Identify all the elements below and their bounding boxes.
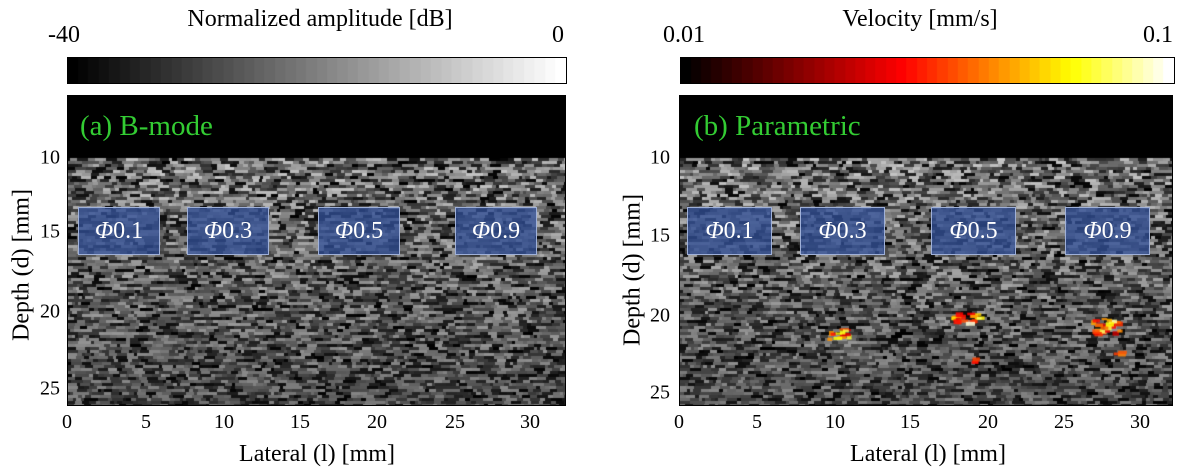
colorbar-min-label: 0.01 [663,22,705,48]
panel-b-mode: Normalized amplitude [dB] -40 0 (a) B-mo… [8,6,567,467]
y-axis-label: Depth (d) [mm] [8,189,35,341]
marker-value: 0.9 [1101,217,1132,244]
marker-phi-0-9: Φ 0.9 [1065,207,1150,255]
y-tick-label: 25 [650,381,670,404]
marker-value: 0.3 [836,217,867,244]
y-axis-label: Depth (d) [mm] [619,194,646,346]
marker-phi-0-5: Φ 0.5 [318,207,400,255]
marker-phi-0-3: Φ 0.3 [187,207,269,255]
x-axis-label: Lateral (l) [mm] [850,441,1006,467]
marker-phi-0-1: Φ 0.1 [78,207,160,255]
amplitude-colorbar [67,57,567,84]
x-tick-label: 0 [62,411,72,433]
x-tick-label: 10 [825,411,845,433]
x-tick-label: 15 [900,411,920,433]
x-tick-label: 20 [367,411,387,433]
marker-value: 0.9 [490,217,521,244]
phi-symbol: Φ [94,217,114,244]
phi-symbol: Φ [705,217,724,244]
phi-symbol: Φ [818,217,837,244]
panel-label: (a) B-mode [80,110,213,142]
phi-symbol: Φ [471,217,491,244]
x-tick-label: 25 [445,411,465,433]
x-tick-label: 0 [674,411,684,433]
phi-symbol: Φ [1083,217,1102,244]
marker-phi-0-3: Φ 0.3 [800,207,885,255]
y-tick-label: 10 [650,146,670,169]
colorbar-title: Velocity [mm/s] [842,6,998,32]
y-tick-label: 15 [40,220,60,243]
marker-value: 0.1 [723,217,754,244]
y-tick-label: 25 [40,377,60,400]
phi-symbol: Φ [334,217,354,244]
x-tick-label: 15 [290,411,310,433]
marker-value: 0.5 [353,217,384,244]
x-tick-label: 30 [520,411,540,433]
panel-parametric: Velocity [mm/s] 0.01 0.1 (b) Parametric … [595,0,1190,471]
y-tick-label: 15 [650,224,670,247]
marker-phi-0-1: Φ 0.1 [687,207,772,255]
marker-phi-0-9: Φ 0.9 [455,207,537,255]
x-tick-label: 25 [1054,411,1074,433]
panel-label: (b) Parametric [694,110,861,142]
phi-symbol: Φ [203,217,223,244]
colorbar-max-label: 0.1 [1143,22,1173,48]
marker-value: 0.1 [113,217,144,244]
y-tick-label: 20 [40,300,60,323]
x-tick-label: 30 [1130,411,1150,433]
colorbar-min-label: -40 [48,22,80,48]
x-tick-label: 10 [214,411,234,433]
x-tick-label: 5 [752,411,762,433]
x-axis-label: Lateral (l) [mm] [239,441,395,467]
x-tick-label: 20 [978,411,998,433]
phi-symbol: Φ [949,217,968,244]
marker-phi-0-5: Φ 0.5 [931,207,1016,255]
y-tick-label: 10 [40,146,60,169]
marker-value: 0.5 [967,217,998,244]
marker-value: 0.3 [222,217,253,244]
x-tick-label: 5 [141,411,151,433]
colorbar-max-label: 0 [552,22,564,48]
colorbar-title: Normalized amplitude [dB] [187,6,453,32]
y-tick-label: 20 [650,304,670,327]
velocity-colorbar [680,57,1175,84]
